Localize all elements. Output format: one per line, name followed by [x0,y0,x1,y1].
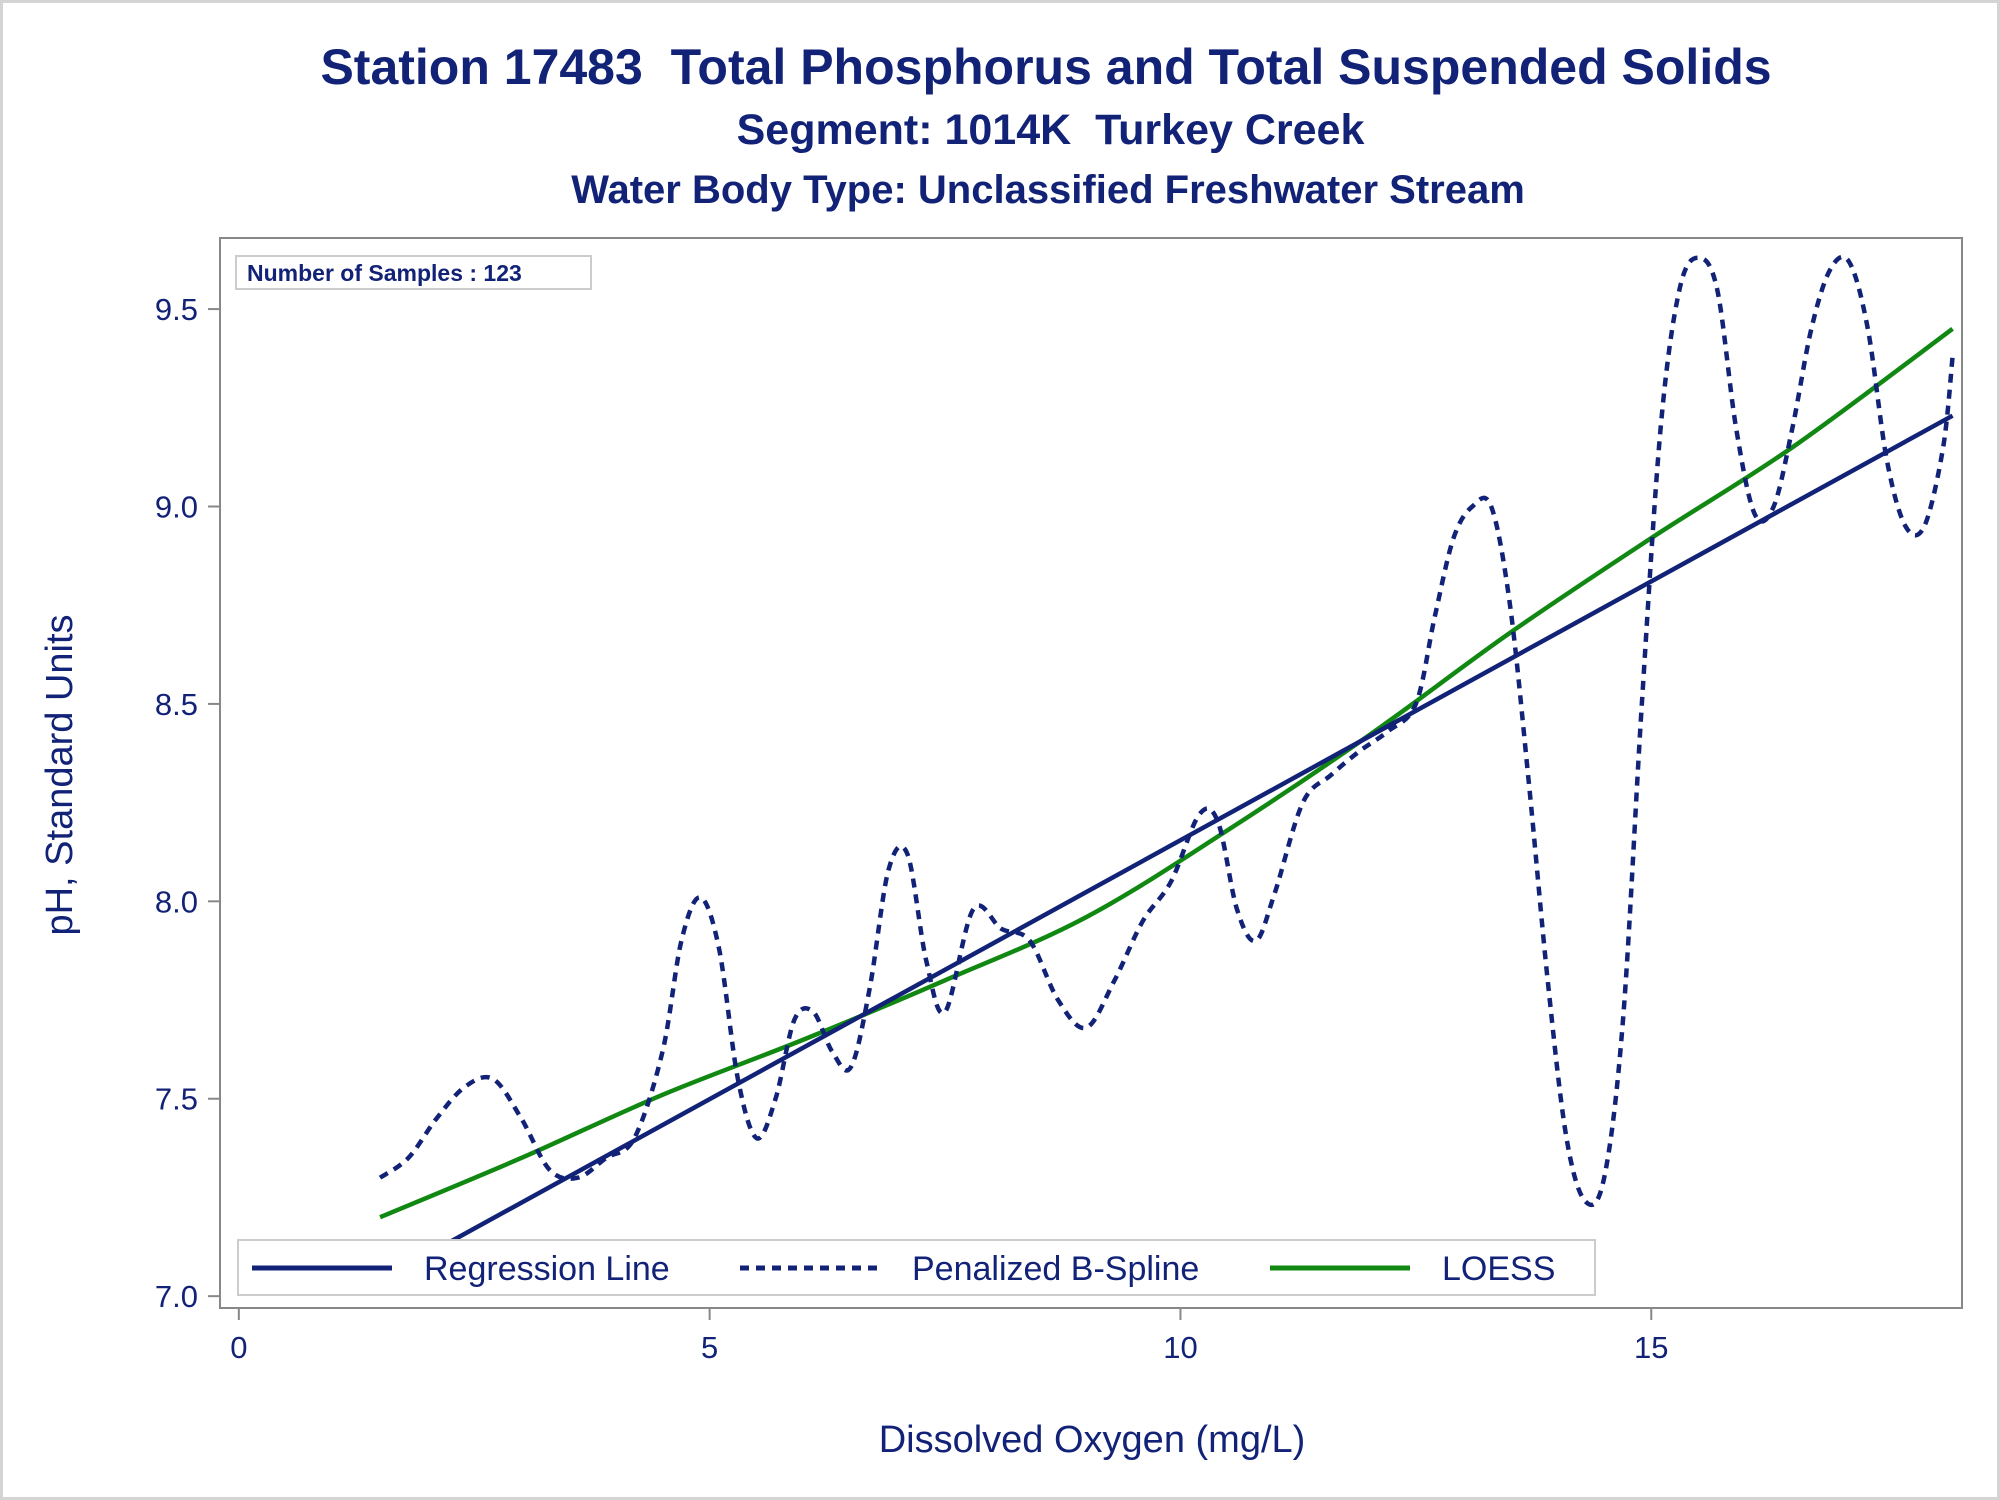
sample-count-text: Number of Samples : 123 [247,260,522,286]
chart-title: Station 17483 Total Phosphorus and Total… [320,39,1772,95]
x-axis: 0 5 10 15 [220,1307,1962,1365]
chart-subtitle-water-body: Water Body Type: Unclassified Freshwater… [571,168,1525,212]
series-layer [378,254,1955,1283]
x-tick-label: 15 [1634,1330,1668,1365]
y-tick-label: 9.5 [155,292,198,327]
sample-count-inset: Number of Samples : 123 [235,255,592,290]
x-tick-label: 5 [701,1330,718,1365]
x-tick-label: 10 [1163,1330,1197,1365]
plot-area [219,237,1963,1309]
y-tick-label: 9.0 [155,489,198,524]
y-tick-label: 8.0 [155,884,198,919]
y-axis: 7.0 7.5 8.0 8.5 9.0 9.5 [155,238,221,1314]
legend-label-regression-line: Regression Line [424,1250,670,1288]
legend-label-penalized-b-spline: Penalized B-Spline [912,1250,1199,1288]
sample-count-box [235,255,592,290]
series-loess [379,327,1954,1220]
y-tick-label: 7.5 [155,1082,198,1117]
y-axis-label: pH, Standard Units [39,614,81,935]
y-tick-label: 8.5 [155,687,198,722]
x-tick-label: 0 [230,1330,247,1365]
chart-subtitle-segment: Segment: 1014K Turkey Creek [736,106,1365,154]
series-regression-line [378,413,1954,1283]
legend-label-loess: LOESS [1442,1250,1555,1288]
y-tick-label: 7.0 [155,1279,198,1314]
legend: Regression Line Penalized B-Spline LOESS [237,1239,1596,1296]
x-axis-label: Dissolved Oxygen (mg/L) [879,1419,1306,1461]
series-penalized-b-spline [378,254,1955,1208]
